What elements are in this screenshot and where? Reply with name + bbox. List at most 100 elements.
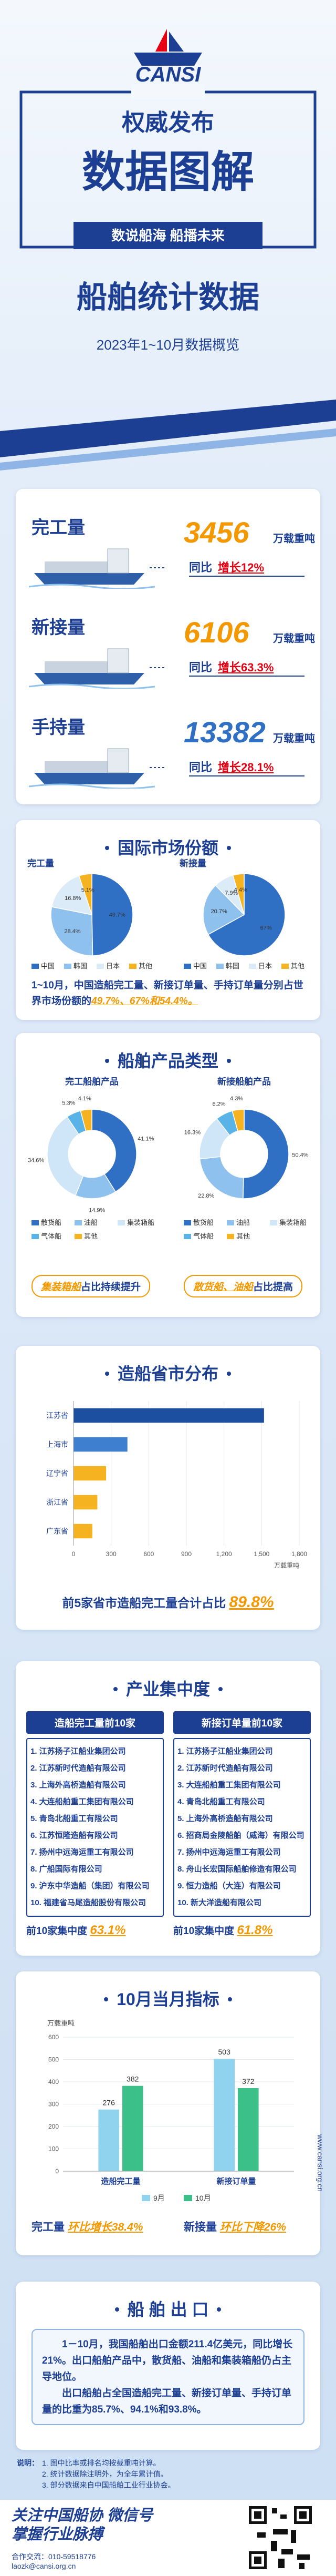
note-item: 2. 统计数据除注明外，为全年累计值。 bbox=[42, 2470, 168, 2478]
y-tick-label: 100 bbox=[48, 2145, 59, 2153]
legend-label: 9月 bbox=[153, 2194, 165, 2202]
section-title: 产业集中度 bbox=[110, 1680, 226, 1699]
summary-label: 完工量 bbox=[32, 518, 85, 538]
rank-list: 新接订单量前10家 1. 江苏扬子江船业集团公司 2. 江苏新时代造船有限公司 3. … bbox=[173, 1711, 311, 1938]
ship-bridge bbox=[107, 648, 129, 673]
legend-label: 韩国 bbox=[226, 962, 239, 970]
note-text: 占比提高 bbox=[253, 1282, 293, 1293]
rank-footer-label: 前10家集中度 bbox=[173, 1926, 235, 1937]
slice-label: 50.4% bbox=[292, 1152, 308, 1158]
legend-swatch bbox=[142, 2195, 150, 2201]
y-tick-label: 浙江省 bbox=[46, 1498, 68, 1507]
rank-item: 4. 青岛北船重工有限公司 bbox=[177, 1797, 265, 1806]
notes-block: 说明： 1. 图中比率或排名均按载重吨计算。 2. 统计数据除注明外，为全年累计值… bbox=[17, 2458, 175, 2491]
ship-bridge bbox=[107, 748, 129, 773]
frame-gap bbox=[131, 84, 205, 100]
rank-footer-value: 63.1% bbox=[90, 1923, 126, 1937]
email: laozk@cansi.org.cn bbox=[12, 2562, 76, 2570]
legend-swatch bbox=[97, 964, 104, 969]
legend-swatch bbox=[32, 1220, 39, 1225]
section-title: 船 舶 出 口 bbox=[112, 2300, 225, 2319]
chart-title: 完工量 bbox=[27, 858, 54, 868]
note-highlight: 89.8% bbox=[229, 1593, 274, 1611]
ship-water bbox=[29, 683, 155, 689]
summary-value: 3456 bbox=[184, 516, 249, 549]
section-title: 国际市场份额 bbox=[102, 839, 234, 857]
legend-label: 散货船 bbox=[41, 1219, 61, 1226]
summary-unit: 万载重吨 bbox=[273, 533, 315, 545]
rank-header: 造船完工量前10家 bbox=[26, 1711, 164, 1734]
products-card: 船舶产品类型 完工船舶产品 41.1% 14.9% 34.6% 5.3% 4.1% 散货船 油… bbox=[16, 1033, 320, 1317]
legend-label: 日本 bbox=[106, 962, 120, 970]
legend-label: 中国 bbox=[41, 962, 55, 970]
concentration-card: 产业集中度 造船完工量前10家 1. 江苏扬子江船业集团公司 2. 江苏新时代造船有… bbox=[16, 1661, 320, 1956]
bar bbox=[74, 1408, 264, 1423]
notes-list: 1. 图中比率或排名均按载重吨计算。 2. 统计数据除注明外，为全年累计值。 3. … bbox=[42, 2458, 175, 2491]
stripe bbox=[0, 428, 336, 471]
hbar-chart: 0 300 600 900 1,200 1,500 1,800 万载重吨 江苏省上海市辽宁省浙江… bbox=[46, 1401, 307, 1569]
bar bbox=[98, 2109, 119, 2171]
monthly-card: 10月当月指标 万载重吨 0 100 200 300 400 500 600 造船完工量 276 3… bbox=[16, 1971, 320, 2255]
x-tick-label: 600 bbox=[143, 1550, 154, 1558]
export-card: 船 舶 出 口 1－10月，我国船舶出口金额211.4亿美元，同比增长21%。出… bbox=[16, 2282, 320, 2450]
note: 新接量 环比下降26% bbox=[184, 2219, 286, 2234]
legend-swatch bbox=[270, 1220, 277, 1225]
ship-deck bbox=[45, 561, 123, 573]
legend-label: 气体船 bbox=[193, 1232, 214, 1240]
legend-swatch bbox=[249, 964, 256, 969]
ship-deck bbox=[45, 761, 123, 773]
ship-illustration bbox=[29, 648, 165, 689]
rank-item: 3. 上海外高桥造船有限公司 bbox=[30, 1781, 126, 1790]
rank-footer: 前10家集中度 63.1% bbox=[26, 1923, 164, 1938]
legend-label: 油船 bbox=[236, 1219, 250, 1226]
subtitle: 2023年1~10月数据概览 bbox=[97, 337, 239, 353]
bar-chart: 万载重吨 0 100 200 300 400 500 600 造船完工量 276 382 新接订单量 5… bbox=[47, 2019, 294, 2202]
summary-value: 13382 bbox=[184, 715, 266, 749]
yoy-label: 同比 bbox=[189, 661, 213, 674]
bar bbox=[238, 2088, 259, 2171]
ship-water bbox=[29, 783, 155, 789]
yoy-value: 增长63.3% bbox=[218, 661, 274, 674]
rank-header: 新接订单量前10家 bbox=[173, 1711, 311, 1734]
y-axis-label: 万载重吨 bbox=[47, 2019, 75, 2027]
x-tick-label: 300 bbox=[106, 1550, 117, 1558]
ship-bridge bbox=[107, 548, 129, 574]
website: www.cansi.org.cn bbox=[316, 2134, 324, 2192]
slice bbox=[207, 873, 286, 956]
slice-label: 7.9% bbox=[225, 890, 238, 896]
yoy-value: 增长12% bbox=[218, 561, 265, 574]
slice-label: 5.1% bbox=[81, 887, 94, 893]
slogan-text: 微信号 bbox=[107, 2507, 153, 2524]
rank-box: 1. 江苏扬子江船业集团公司 2. 江苏新时代造船有限公司 3. 上海外高桥造船有限… bbox=[26, 1738, 164, 1917]
rank-item: 2. 江苏新时代造船有限公司 bbox=[177, 1764, 273, 1773]
main-title: 船舶统计数据 bbox=[77, 280, 259, 314]
logo-ship bbox=[134, 53, 202, 66]
logo-sail bbox=[169, 32, 184, 52]
section-title: 10月当月指标 bbox=[101, 1990, 235, 2009]
legend-label: 其他 bbox=[84, 1232, 98, 1240]
donut-chart: 完工船舶产品 41.1% 14.9% 34.6% 5.3%4.1% 散货船 油船 集装箱船气体… bbox=[28, 1076, 154, 1240]
x-tick-label: 新接订单量 bbox=[216, 2176, 256, 2186]
note-highlight: 散货船、油船 bbox=[193, 1282, 254, 1293]
divider bbox=[189, 576, 304, 577]
slice-label: 4.1% bbox=[78, 1096, 91, 1102]
legend-label: 其他 bbox=[139, 962, 152, 970]
ship-hull bbox=[34, 673, 144, 684]
slice-label: 67% bbox=[260, 925, 272, 932]
x-tick-label: 0 bbox=[72, 1550, 76, 1558]
note: 完工量 环比增长38.4% bbox=[32, 2219, 143, 2234]
notes-title: 说明： bbox=[17, 2459, 39, 2467]
slice-label: 4.4% bbox=[234, 887, 247, 893]
note-label: 完工量 bbox=[32, 2221, 65, 2233]
rank-item: 8. 广船国际有限公司 bbox=[30, 1865, 102, 1874]
legend-label: 集装箱船 bbox=[127, 1219, 154, 1226]
bar bbox=[74, 1437, 128, 1452]
slice-label: 28.4% bbox=[64, 928, 80, 935]
legend-swatch bbox=[184, 1234, 191, 1239]
section-title: 船舶产品类型 bbox=[102, 1051, 234, 1070]
note-text: 占比持续提升 bbox=[81, 1282, 141, 1293]
legend-swatch bbox=[227, 1234, 234, 1239]
legend-swatch bbox=[216, 964, 224, 969]
legend-swatch bbox=[75, 1234, 82, 1239]
bar bbox=[74, 1495, 98, 1510]
